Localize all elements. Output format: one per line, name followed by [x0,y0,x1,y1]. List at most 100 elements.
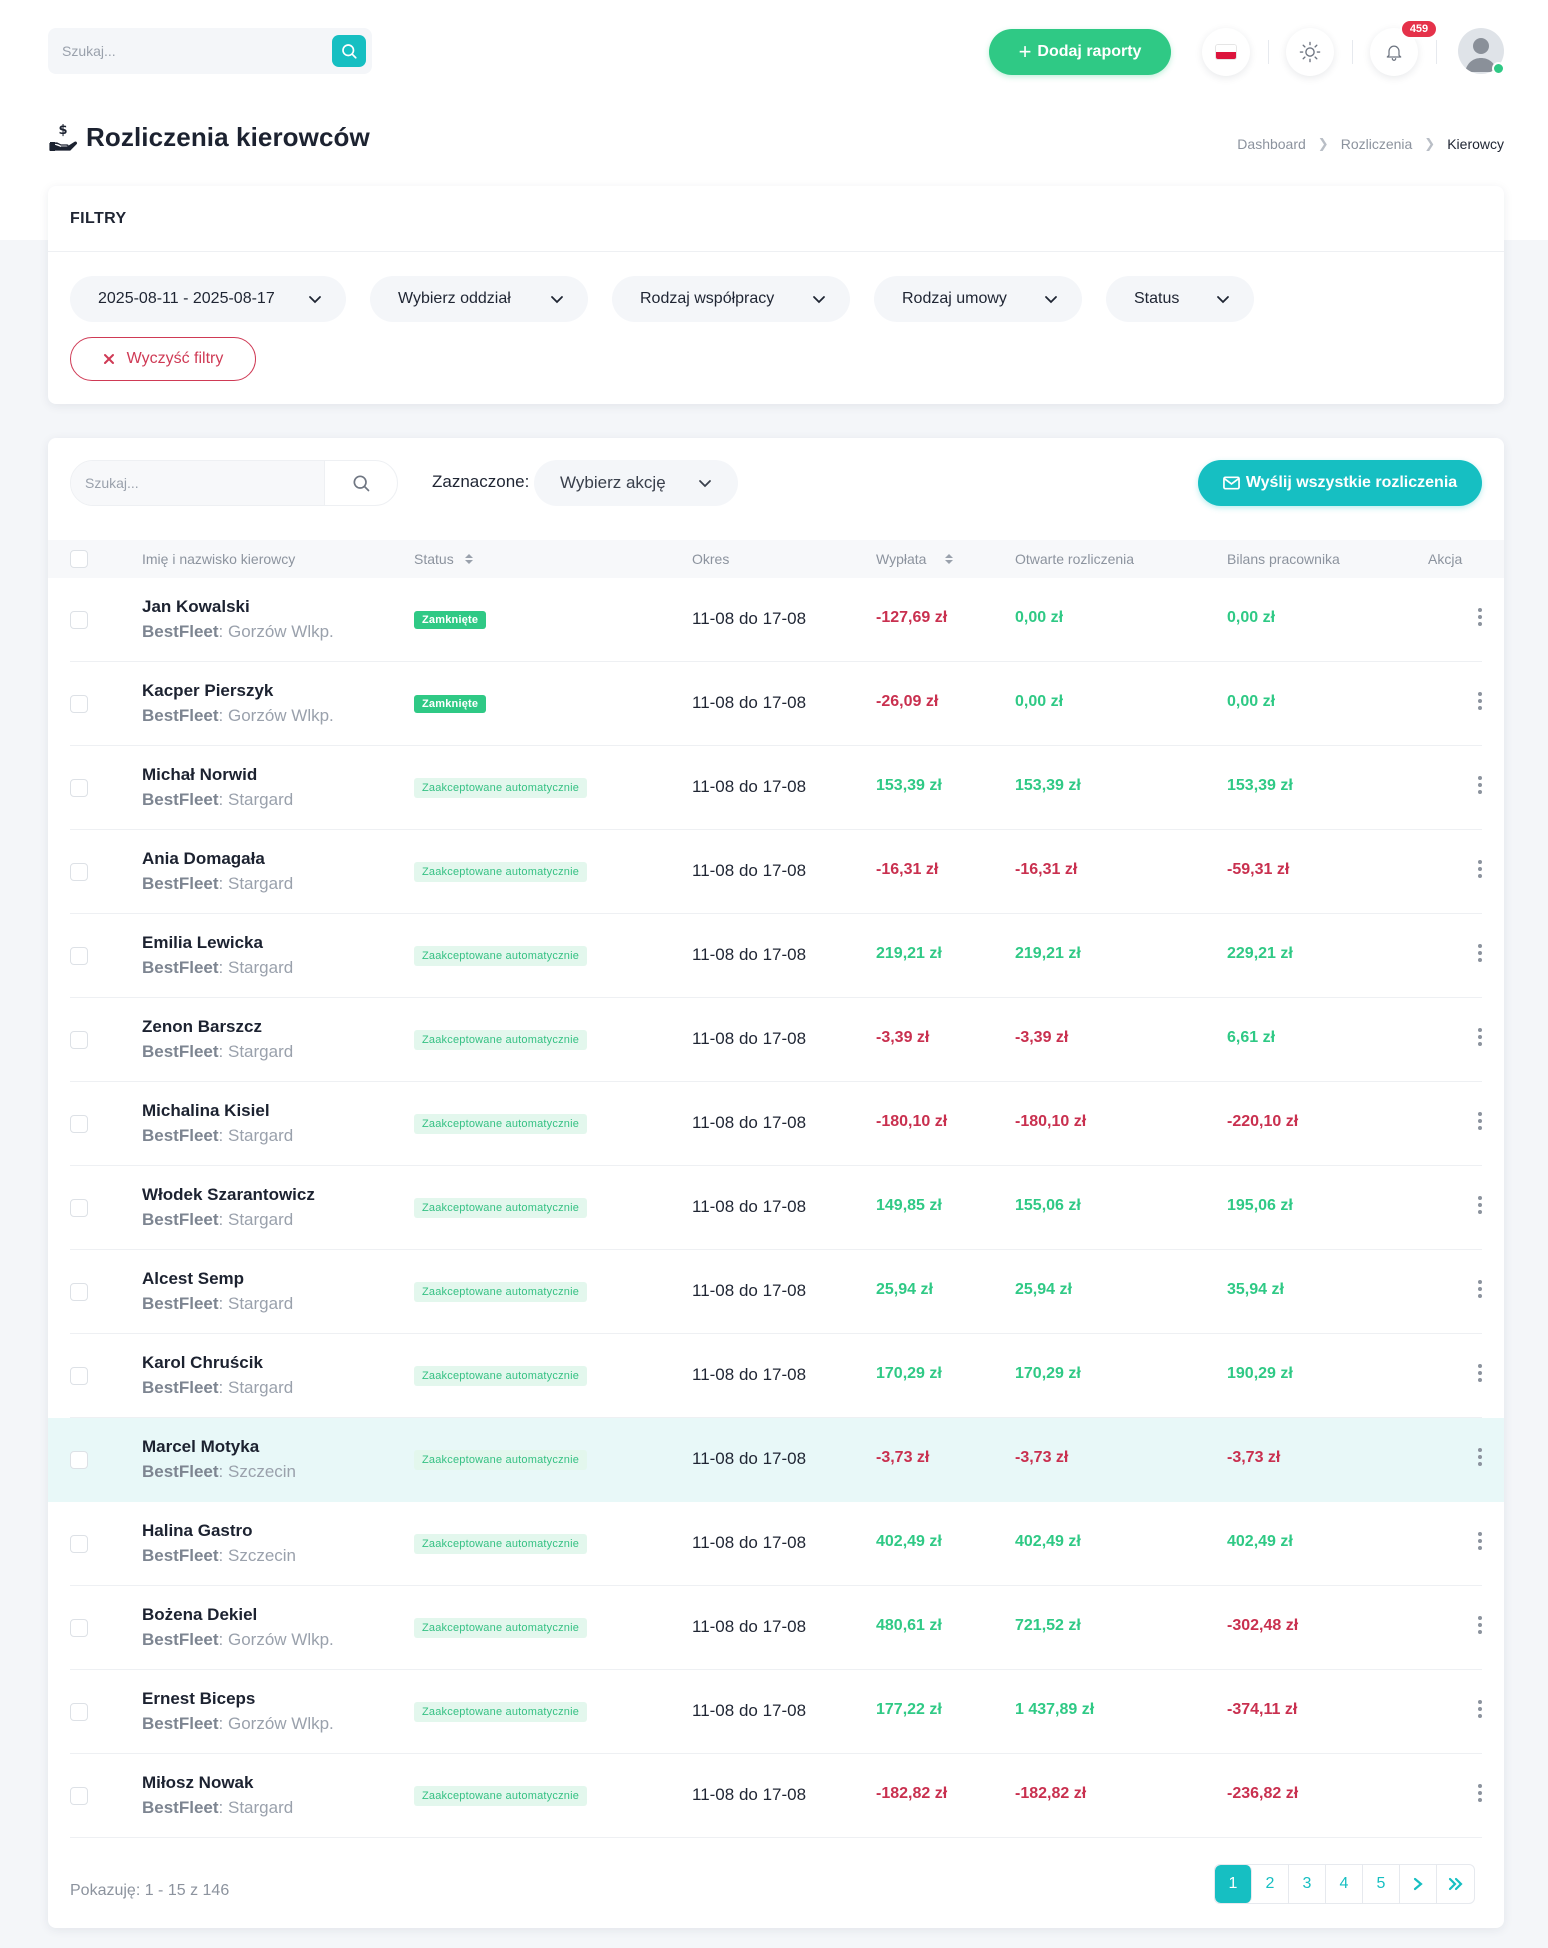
column-payout[interactable]: Wypłata [876,551,954,567]
row-checkbox[interactable] [70,779,88,797]
row-checkbox[interactable] [70,1619,88,1637]
row-checkbox[interactable] [70,863,88,881]
table-row[interactable]: Bożena Dekiel BestFleet: Gorzów Wlkp. Zaak… [48,1586,1504,1670]
kebab-icon[interactable] [1476,942,1484,964]
row-checkbox[interactable] [70,1115,88,1133]
period-cell: 11-08 do 17-08 [692,1617,807,1636]
contract-type-filter[interactable]: Rodzaj umowy [874,276,1082,322]
language-button[interactable] [1202,28,1250,76]
global-search-input[interactable] [62,43,312,59]
driver-name[interactable]: Włodek Szarantowicz [142,1185,315,1204]
branch-city: Gorzów Wlkp. [227,1714,334,1733]
kebab-icon[interactable] [1476,1026,1484,1048]
row-checkbox[interactable] [70,1367,88,1385]
table-row[interactable]: Emilia Lewicka BestFleet: Stargard Zaakcep… [48,914,1504,998]
column-status[interactable]: Status [414,551,474,567]
driver-name[interactable]: Kacper Pierszyk [142,681,274,700]
kebab-icon[interactable] [1476,690,1484,712]
period-cell: 11-08 do 17-08 [692,1197,807,1216]
employee-balance-cell: 6,61 zł [1227,1029,1276,1046]
column-driver-name[interactable]: Imię i nazwisko kierowcy [142,551,296,567]
table-row[interactable]: Jan Kowalski BestFleet: Gorzów Wlkp. Zamkn… [48,578,1504,662]
table-row[interactable]: Karol Chruścik BestFleet: Stargard Zaakcep… [48,1334,1504,1418]
column-employee-balance: Bilans pracownika [1227,551,1340,567]
table-row[interactable]: Miłosz Nowak BestFleet: Stargard Zaakcepto… [48,1754,1504,1838]
driver-name[interactable]: Marcel Motyka [142,1437,260,1456]
page-2-button[interactable]: 2 [1252,1865,1289,1903]
kebab-icon[interactable] [1476,1782,1484,1804]
table-row[interactable]: Ania Domagała BestFleet: Stargard Zaakcept… [48,830,1504,914]
row-checkbox[interactable] [70,1451,88,1469]
add-reports-button[interactable]: + Dodaj raporty [989,29,1171,75]
table-row[interactable]: Alcest Semp BestFleet: Stargard Zaakceptow… [48,1250,1504,1334]
table-row[interactable]: Ernest Biceps BestFleet: Gorzów Wlkp. Zaak… [48,1670,1504,1754]
row-checkbox[interactable] [70,1283,88,1301]
driver-name[interactable]: Ania Domagała [142,849,265,868]
row-checkbox[interactable] [70,947,88,965]
table-row[interactable]: Włodek Szarantowicz BestFleet: Stargard Za… [48,1166,1504,1250]
kebab-icon[interactable] [1476,1110,1484,1132]
theme-toggle-button[interactable] [1286,28,1334,76]
period-cell: 11-08 do 17-08 [692,693,807,712]
last-page-button[interactable] [1437,1865,1474,1903]
driver-name[interactable]: Halina Gastro [142,1521,253,1540]
kebab-icon[interactable] [1476,1614,1484,1636]
row-checkbox[interactable] [70,1703,88,1721]
table-row[interactable]: Michalina Kisiel BestFleet: Stargard Zaakc… [48,1082,1504,1166]
row-checkbox[interactable] [70,611,88,629]
breadcrumb-dashboard[interactable]: Dashboard [1237,136,1306,152]
kebab-icon[interactable] [1476,1278,1484,1300]
driver-name[interactable]: Jan Kowalski [142,597,250,616]
search-icon[interactable] [351,473,371,493]
table-row[interactable]: Halina Gastro BestFleet: Szczecin Zaakcept… [48,1502,1504,1586]
settlements-table-card: Zaznaczone: Wybierz akcję Wyślij wszystk… [48,438,1504,1928]
kebab-icon[interactable] [1476,1446,1484,1468]
row-checkbox[interactable] [70,1787,88,1805]
table-row[interactable]: Michał Norwid BestFleet: Stargard Zaakcept… [48,746,1504,830]
cooperation-type-filter[interactable]: Rodzaj współpracy [612,276,850,322]
row-checkbox[interactable] [70,1199,88,1217]
kebab-icon[interactable] [1476,858,1484,880]
driver-name[interactable]: Zenon Barszcz [142,1017,262,1036]
breadcrumb-settlements[interactable]: Rozliczenia [1340,136,1413,152]
date-range-filter[interactable]: 2025-08-11 - 2025-08-17 [70,276,346,322]
row-checkbox[interactable] [70,695,88,713]
driver-name[interactable]: Michał Norwid [142,765,258,784]
driver-name[interactable]: Emilia Lewicka [142,933,263,952]
next-page-button[interactable] [1400,1865,1437,1903]
row-checkbox[interactable] [70,1031,88,1049]
status-filter[interactable]: Status [1106,276,1254,322]
kebab-icon[interactable] [1476,1362,1484,1384]
driver-name[interactable]: Michalina Kisiel [142,1101,270,1120]
kebab-icon[interactable] [1476,1698,1484,1720]
send-all-settlements-button[interactable]: Wyślij wszystkie rozliczenia [1198,460,1482,506]
page-4-button[interactable]: 4 [1326,1865,1363,1903]
table-row[interactable]: Marcel Motyka BestFleet: Szczecin Zaakcept… [48,1418,1504,1502]
driver-name[interactable]: Bożena Dekiel [142,1605,258,1624]
driver-name[interactable]: Miłosz Nowak [142,1773,254,1792]
driver-name[interactable]: Ernest Biceps [142,1689,256,1708]
open-settlements-cell: -182,82 zł [1015,1785,1087,1802]
bulk-action-select[interactable]: Wybierz akcję [534,460,738,506]
branch-city: Gorzów Wlkp. [227,1630,334,1649]
branch-filter[interactable]: Wybierz oddział [370,276,588,322]
online-status-dot [1492,62,1505,75]
driver-name[interactable]: Karol Chruścik [142,1353,263,1372]
chevron-down-icon [813,296,825,304]
table-row[interactable]: Zenon Barszcz BestFleet: Stargard Zaakcept… [48,998,1504,1082]
table-search-input[interactable] [71,461,325,505]
period-cell: 11-08 do 17-08 [692,609,807,628]
page-1-button[interactable]: 1 [1215,1865,1252,1903]
driver-name[interactable]: Alcest Semp [142,1269,245,1288]
kebab-icon[interactable] [1476,774,1484,796]
table-row[interactable]: Kacper Pierszyk BestFleet: Gorzów Wlkp. Za… [48,662,1504,746]
global-search-button[interactable] [332,35,366,67]
kebab-icon[interactable] [1476,1194,1484,1216]
kebab-icon[interactable] [1476,1530,1484,1552]
clear-filters-button[interactable]: Wyczyść filtry [70,337,256,381]
select-all-checkbox[interactable] [70,550,88,568]
row-checkbox[interactable] [70,1535,88,1553]
page-3-button[interactable]: 3 [1289,1865,1326,1903]
page-5-button[interactable]: 5 [1363,1865,1400,1903]
kebab-icon[interactable] [1476,606,1484,628]
